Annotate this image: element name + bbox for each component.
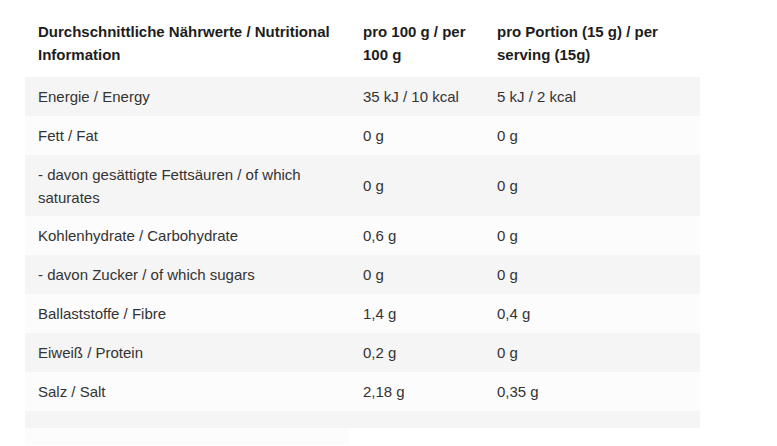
value-per-portion: 0,4 g bbox=[497, 302, 700, 325]
nutrition-section: Durchschnittliche Nährwerte / Nutritiona… bbox=[0, 0, 777, 446]
table-row-saturates: - davon gesättigte Fettsäuren / of which… bbox=[25, 155, 700, 216]
value-per-100g: 0,2 g bbox=[363, 341, 497, 364]
table-row-carbohydrate: Kohlenhydrate / Carbohydrate 0,6 g 0 g bbox=[25, 216, 700, 255]
value-per-portion: 5 kJ / 2 kcal bbox=[497, 85, 700, 108]
table-row-fat: Fett / Fat 0 g 0 g bbox=[25, 116, 700, 155]
value-per-portion: 0 g bbox=[497, 341, 700, 364]
next-row-fragment bbox=[25, 428, 349, 445]
row-label: - davon gesättigte Fettsäuren / of which… bbox=[38, 163, 363, 209]
value-per-100g: 0 g bbox=[363, 124, 497, 147]
row-label: Energie / Energy bbox=[38, 85, 363, 108]
value-per-portion: 0 g bbox=[497, 174, 700, 197]
value-per-100g: 1,4 g bbox=[363, 302, 497, 325]
value-per-100g: 0 g bbox=[363, 174, 497, 197]
row-label: Eiweiß / Protein bbox=[38, 341, 363, 364]
table-row-energy: Energie / Energy 35 kJ / 10 kcal 5 kJ / … bbox=[25, 77, 700, 116]
row-label: - davon Zucker / of which sugars bbox=[38, 263, 363, 286]
value-per-portion: 0 g bbox=[497, 263, 700, 286]
row-label: Ballaststoffe / Fibre bbox=[38, 302, 363, 325]
nutrition-table: Durchschnittliche Nährwerte / Nutritiona… bbox=[25, 0, 700, 445]
value-per-100g: 0 g bbox=[363, 263, 497, 286]
header-cell-nutrient: Durchschnittliche Nährwerte / Nutritiona… bbox=[38, 20, 363, 66]
table-header-row: Durchschnittliche Nährwerte / Nutritiona… bbox=[25, 0, 700, 77]
value-per-portion: 0 g bbox=[497, 124, 700, 147]
header-nutrient-label: Durchschnittliche Nährwerte / Nutritiona… bbox=[38, 23, 330, 63]
empty-shaded-row bbox=[25, 411, 700, 428]
value-per-100g: 2,18 g bbox=[363, 380, 497, 403]
table-row-fibre: Ballaststoffe / Fibre 1,4 g 0,4 g bbox=[25, 294, 700, 333]
header-cell-per-100g: pro 100 g / per 100 g bbox=[363, 20, 497, 66]
row-label: Salz / Salt bbox=[38, 380, 363, 403]
value-per-100g: 0,6 g bbox=[363, 224, 497, 247]
value-per-portion: 0 g bbox=[497, 224, 700, 247]
value-per-portion: 0,35 g bbox=[497, 380, 700, 403]
header-cell-per-portion: pro Portion (15 g) / per serving (15g) bbox=[497, 20, 700, 66]
table-row-protein: Eiweiß / Protein 0,2 g 0 g bbox=[25, 333, 700, 372]
header-per-portion-label: pro Portion (15 g) / per serving (15g) bbox=[497, 20, 682, 66]
header-per-100g-label: pro 100 g / per 100 g bbox=[363, 20, 478, 66]
value-per-100g: 35 kJ / 10 kcal bbox=[363, 85, 497, 108]
row-label: Kohlenhydrate / Carbohydrate bbox=[38, 224, 363, 247]
table-row-sugars: - davon Zucker / of which sugars 0 g 0 g bbox=[25, 255, 700, 294]
row-label: Fett / Fat bbox=[38, 124, 363, 147]
table-row-salt: Salz / Salt 2,18 g 0,35 g bbox=[25, 372, 700, 411]
